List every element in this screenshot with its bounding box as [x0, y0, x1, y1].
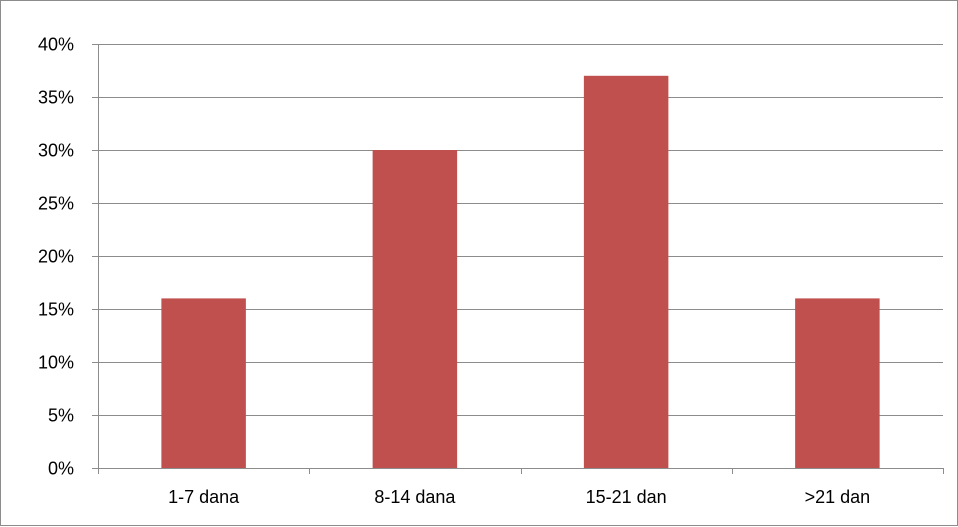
bar	[583, 75, 669, 469]
y-tick-label: 5%	[48, 406, 74, 426]
x-axis-tick-labels: 1-7 dana 8-14 dana 15-21 dan >21 dan	[168, 487, 870, 507]
axes	[92, 44, 944, 474]
y-axis-tick-labels: 0% 5% 10% 15% 20% 25% 30% 35% 40%	[38, 35, 74, 479]
y-tick-label: 40%	[38, 35, 74, 55]
x-tick-label: >21 dan	[805, 487, 871, 507]
y-tick-label: 25%	[38, 194, 74, 214]
y-tick-label: 15%	[38, 300, 74, 320]
x-tick-label: 8-14 dana	[374, 487, 456, 507]
y-tick-label: 10%	[38, 353, 74, 373]
bar	[795, 298, 880, 468]
bar	[161, 298, 246, 468]
bars	[161, 75, 880, 469]
x-tick-label: 1-7 dana	[168, 487, 240, 507]
bar	[372, 150, 458, 468]
y-tick-label: 20%	[38, 247, 74, 267]
y-tick-label: 35%	[38, 88, 74, 108]
y-tick-label: 0%	[48, 459, 74, 479]
x-tick-label: 15-21 dan	[586, 487, 667, 507]
y-tick-label: 30%	[38, 141, 74, 161]
